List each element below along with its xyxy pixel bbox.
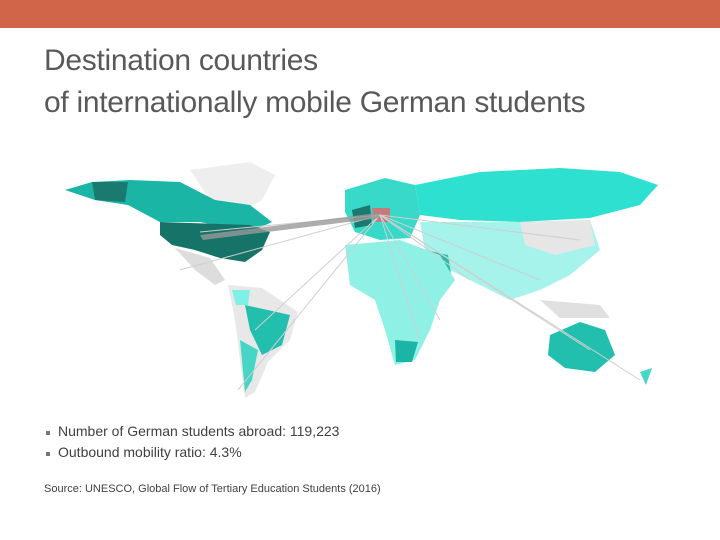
country xyxy=(415,168,658,222)
country xyxy=(245,305,290,355)
top-bar xyxy=(0,0,720,28)
title-line: Destination countries xyxy=(44,44,318,77)
country xyxy=(190,162,275,215)
bullet-marker xyxy=(46,431,50,435)
country xyxy=(240,340,258,392)
flow-arrow xyxy=(200,213,380,240)
bullet-marker xyxy=(46,452,50,456)
country xyxy=(640,368,652,385)
country xyxy=(175,248,225,285)
country xyxy=(92,182,128,202)
bullet-text: Outbound mobility ratio: 4.3% xyxy=(58,444,242,460)
country xyxy=(160,222,270,262)
country xyxy=(540,300,610,318)
flow-lines xyxy=(179,214,641,391)
bullet-text: Number of German students abroad: 119,22… xyxy=(58,423,340,439)
source-note: Source: UNESCO, Global Flow of Tertiary … xyxy=(44,483,381,495)
title-line: of internationally mobile German student… xyxy=(44,86,586,119)
country xyxy=(548,322,615,372)
country xyxy=(345,240,455,365)
country xyxy=(232,290,250,305)
country xyxy=(395,340,418,362)
